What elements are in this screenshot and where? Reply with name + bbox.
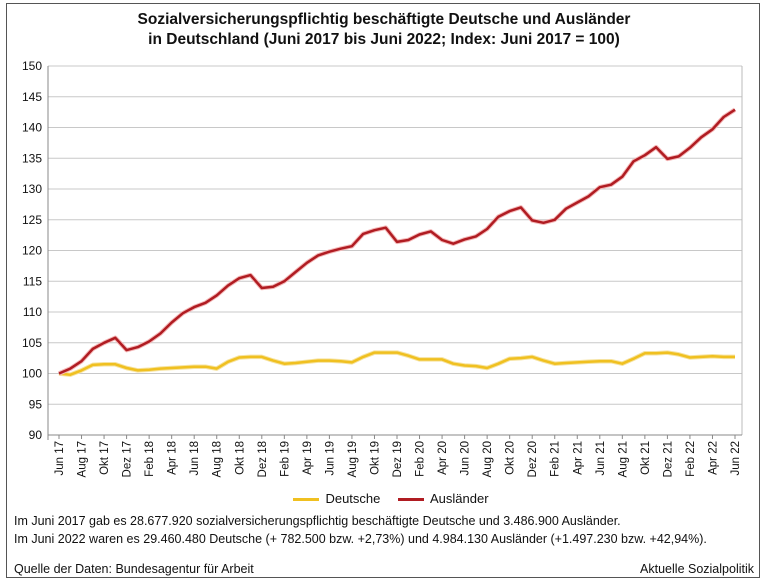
legend: Deutsche Ausländer: [0, 491, 768, 506]
chart-frame: [6, 3, 760, 578]
x-tick-label: Dez 20: [527, 441, 539, 477]
y-tick-label: 90: [29, 428, 43, 442]
title-line-2: in Deutschland (Juni 2017 bis Juni 2022;…: [148, 31, 620, 48]
x-tick-label: Okt 20: [505, 441, 517, 475]
x-tick-label: Okt 19: [369, 441, 381, 475]
x-tick-label: Feb 20: [415, 441, 427, 477]
y-tick-label: 95: [29, 397, 43, 411]
x-tick-label: Feb 19: [279, 441, 291, 477]
y-tick-label: 130: [22, 182, 42, 196]
x-tick-label: Dez 18: [257, 441, 269, 477]
x-tick-label: Feb 22: [685, 441, 697, 477]
x-tick-label: Jun 22: [730, 441, 742, 476]
x-tick-label: Jun 19: [324, 441, 336, 476]
y-tick-label: 100: [22, 367, 42, 381]
x-tick-label: Aug 19: [347, 441, 359, 477]
x-tick-label: Apr 22: [707, 441, 719, 475]
x-tick-label: Apr 19: [302, 441, 314, 475]
legend-swatch-auslaender: [398, 498, 424, 502]
chart-title: Sozialversicherungspflichtig beschäftigt…: [0, 10, 768, 50]
y-tick-label: 145: [22, 90, 42, 104]
title-line-1: Sozialversicherungspflichtig beschäftigt…: [137, 11, 631, 28]
x-tick-label: Okt 21: [640, 441, 652, 475]
x-tick-label: Apr 18: [167, 441, 179, 475]
x-tick-label: Aug 21: [617, 441, 629, 477]
x-tick-label: Jun 17: [54, 441, 66, 476]
legend-label-deutsche: Deutsche: [325, 491, 381, 506]
x-tick-label: Feb 18: [144, 441, 156, 477]
x-tick-label: Aug 17: [77, 441, 89, 477]
x-tick-label: Dez 21: [662, 441, 674, 477]
x-tick-label: Jun 18: [189, 441, 201, 476]
x-tick-label: Dez 17: [122, 441, 134, 477]
x-tick-label: Aug 18: [212, 441, 224, 477]
y-tick-label: 150: [22, 59, 42, 73]
y-tick-label: 125: [22, 213, 42, 227]
series-shadow-deutsche: [58, 350, 735, 377]
x-tick-label: Jun 20: [460, 441, 472, 476]
x-tick-label: Dez 19: [392, 441, 404, 477]
y-tick-label: 110: [23, 305, 42, 319]
source-text: Quelle der Daten: Bundesagentur für Arbe…: [14, 562, 254, 576]
legend-label-auslaender: Ausländer: [430, 491, 489, 506]
series-line-deutsche: [58, 351, 735, 376]
y-tick-label: 135: [22, 151, 42, 165]
x-tick-label: Apr 21: [572, 441, 584, 475]
note-line-1: Im Juni 2017 gab es 28.677.920 sozialver…: [14, 514, 621, 528]
series-line-auslaender: [58, 108, 736, 375]
publisher-text: Aktuelle Sozialpolitik: [640, 562, 754, 576]
note-line-2: Im Juni 2022 waren es 29.460.480 Deutsch…: [14, 532, 707, 546]
y-tick-label: 140: [22, 121, 42, 135]
x-tick-label: Okt 17: [99, 441, 111, 475]
x-tick-label: Jun 21: [595, 441, 607, 476]
legend-swatch-deutsche: [293, 498, 320, 502]
y-tick-label: 115: [23, 274, 42, 288]
x-tick-label: Feb 21: [550, 441, 562, 477]
x-tick-label: Apr 20: [437, 441, 449, 475]
x-tick-label: Okt 18: [234, 441, 246, 475]
y-tick-label: 105: [22, 336, 42, 350]
y-tick-label: 120: [22, 244, 42, 258]
x-tick-label: Aug 20: [482, 441, 494, 477]
